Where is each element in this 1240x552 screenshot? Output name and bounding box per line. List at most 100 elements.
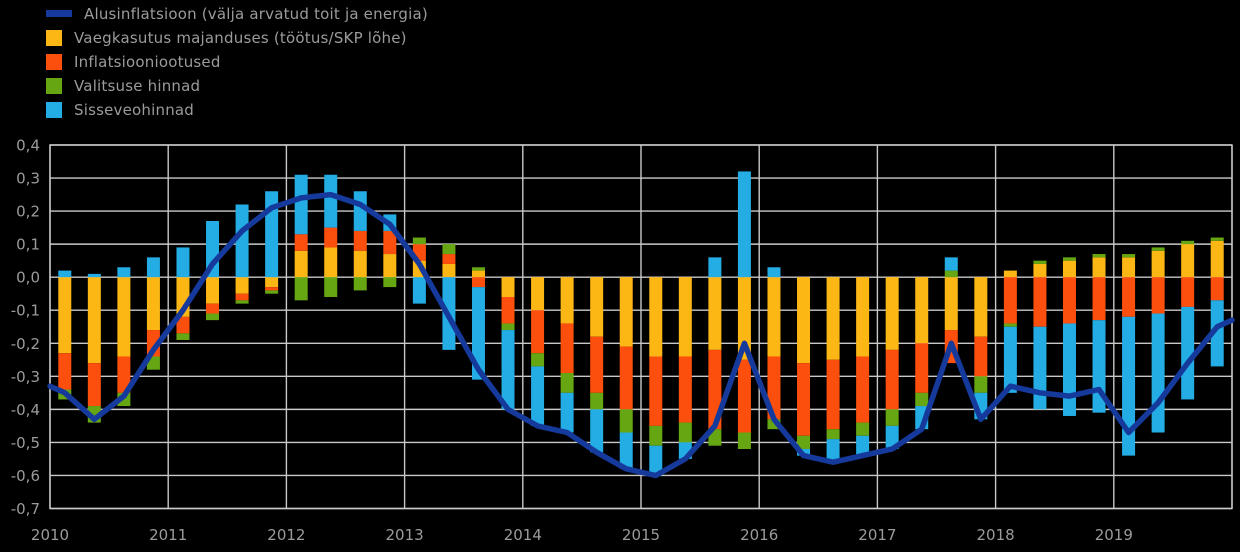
bar-segment: [383, 277, 397, 288]
bar-segment: [619, 432, 633, 469]
bar-segment: [1003, 277, 1017, 324]
bar-segment: [826, 439, 840, 463]
bar-segment: [353, 230, 367, 251]
bar-segment: [856, 277, 870, 357]
bar-segment: [265, 287, 279, 291]
bar-segment: [294, 234, 308, 251]
bar-segment: [1210, 277, 1224, 301]
bar-segment: [885, 425, 899, 450]
bar-segment: [974, 376, 988, 393]
bar-segment: [1122, 316, 1136, 456]
bar-segment: [797, 277, 811, 364]
bar-segment: [619, 277, 633, 347]
bar-segment: [1210, 237, 1224, 241]
bar-segment: [1062, 277, 1076, 324]
bar-segment: [560, 392, 574, 433]
bar-segment: [176, 316, 190, 334]
bar-segment: [1122, 277, 1136, 317]
bar-segment: [797, 435, 811, 450]
x-axis-tick-label: 2018: [977, 526, 1015, 544]
bar-segment: [797, 363, 811, 436]
bar-segment: [531, 310, 545, 354]
bar-segment: [1033, 260, 1047, 264]
bar-segment: [235, 277, 249, 294]
bar-segment: [442, 254, 456, 264]
bar-segment: [856, 435, 870, 456]
bar-segment: [1210, 300, 1224, 367]
bar-segment: [235, 300, 249, 304]
y-axis-tick-label: 0,1: [16, 236, 40, 254]
bar-segment: [442, 263, 456, 278]
bar-segment: [117, 277, 131, 357]
bar-segment: [1181, 306, 1195, 400]
bar-segment: [826, 277, 840, 360]
bar-segment: [915, 277, 929, 344]
bar-segment: [590, 409, 604, 453]
legend: Alusinflatsioon (välja arvatud toit ja e…: [46, 3, 428, 120]
bar-segment: [708, 257, 722, 278]
legend-label: Vaegkasutus majanduses (töötus/SKP lõhe): [74, 28, 407, 47]
bar-segment: [619, 409, 633, 433]
bar-segment: [737, 171, 751, 278]
bar-segment: [1062, 260, 1076, 278]
y-axis-tick-label: -0,5: [11, 434, 40, 452]
x-axis-tick-label: 2019: [1095, 526, 1133, 544]
bar-segment: [531, 353, 545, 367]
core-inflation-trend-line: [47, 191, 1235, 479]
bar-segment: [471, 267, 485, 271]
bar-segment: [1151, 247, 1165, 251]
legend-line-swatch: [46, 10, 72, 17]
bar-segment: [1003, 323, 1017, 327]
bar-segment: [383, 230, 397, 255]
bar-segment: [885, 349, 899, 410]
legend-square-swatch: [46, 29, 62, 46]
bar-segment: [678, 422, 692, 443]
x-axis-tick-label: 2014: [504, 526, 542, 544]
bar-segment: [471, 270, 485, 278]
bar-segment: [265, 277, 279, 288]
bar-segment: [176, 333, 190, 340]
bar-segment: [767, 277, 781, 357]
plot-border: [49, 144, 1233, 510]
legend-square-swatch: [46, 77, 62, 94]
bar-segment: [206, 303, 220, 314]
bar-segment: [590, 392, 604, 410]
bar-segment: [737, 432, 751, 450]
y-axis-tick-label: -0,3: [11, 368, 40, 386]
bar-segment: [412, 237, 426, 245]
bar-segment: [560, 373, 574, 393]
bar-segment: [1122, 257, 1136, 278]
bar-segment: [58, 270, 72, 278]
bar-segment: [915, 392, 929, 407]
bar-segment: [856, 356, 870, 423]
bar-segment: [117, 356, 131, 393]
bar-segment: [235, 204, 249, 278]
y-axis-tick-label: 0,0: [16, 269, 40, 287]
bar-segment: [1151, 250, 1165, 278]
bar-segment: [353, 250, 367, 278]
legend-item: Inflatsiooniootused: [46, 51, 428, 72]
bar-segment: [915, 343, 929, 393]
y-axis-tick-label: -0,6: [11, 467, 40, 485]
y-axis-tick-label: 0,3: [16, 170, 40, 188]
bar-segment: [974, 277, 988, 337]
bar-segment: [1062, 257, 1076, 261]
bar-segment: [471, 287, 485, 380]
x-axis-tick-label: 2010: [31, 526, 69, 544]
legend-label: Inflatsiooniootused: [74, 52, 221, 71]
bar-segment: [383, 254, 397, 278]
bar-segment: [58, 353, 72, 390]
bar-segment: [826, 359, 840, 430]
legend-label: Sisseveohinnad: [74, 100, 195, 119]
x-axis-tick-label: 2015: [622, 526, 660, 544]
bar-segment: [856, 422, 870, 436]
bar-segment: [1003, 270, 1017, 278]
bar-segment: [1151, 277, 1165, 314]
bar-segment: [885, 277, 899, 350]
bar-segment: [737, 359, 751, 433]
legend-item: Alusinflatsioon (välja arvatud toit ja e…: [46, 3, 428, 24]
x-axis-tick-label: 2017: [858, 526, 896, 544]
bar-segment: [885, 409, 899, 426]
legend-item: Sisseveohinnad: [46, 99, 428, 120]
